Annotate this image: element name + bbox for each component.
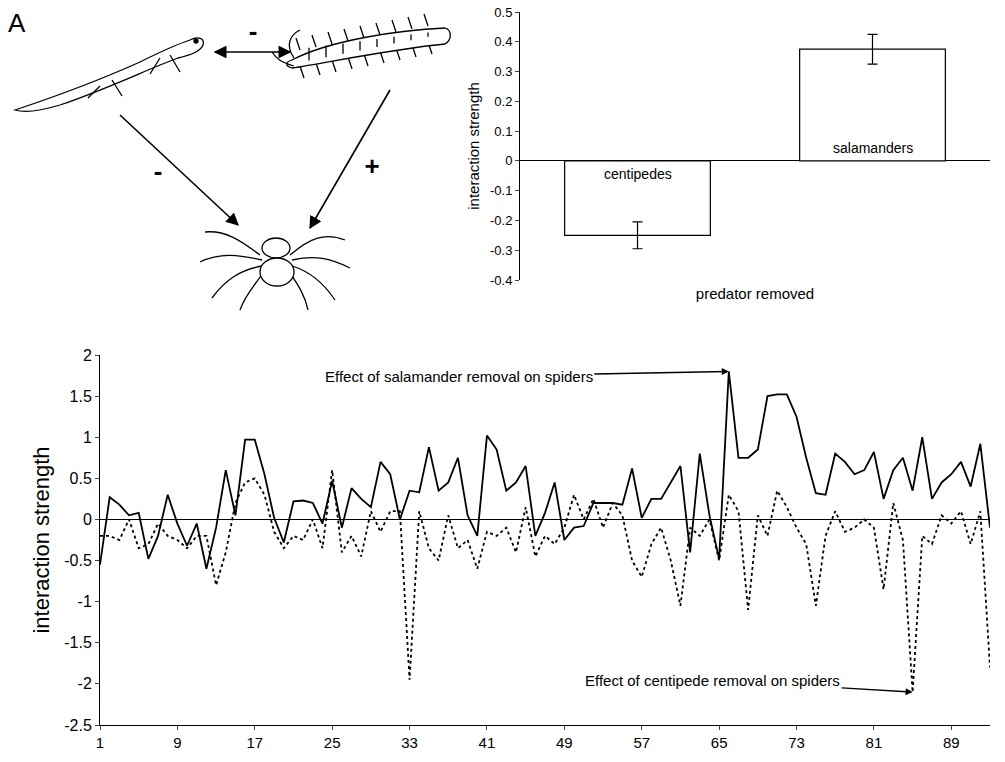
svg-text:interaction strength: interaction strength <box>29 446 54 633</box>
svg-text:-1.5: -1.5 <box>64 634 92 651</box>
svg-text:0: 0 <box>505 153 512 168</box>
svg-text:0.1: 0.1 <box>494 124 512 139</box>
svg-text:-: - <box>154 156 163 186</box>
svg-text:1.5: 1.5 <box>70 388 92 405</box>
svg-text:-0.2: -0.2 <box>490 213 512 228</box>
svg-text:-2: -2 <box>78 675 92 692</box>
svg-text:-0.3: -0.3 <box>490 243 512 258</box>
svg-text:1: 1 <box>83 429 92 446</box>
svg-text:0.5: 0.5 <box>70 470 92 487</box>
svg-text:17: 17 <box>246 734 263 751</box>
svg-text:89: 89 <box>943 734 960 751</box>
svg-text:-0.1: -0.1 <box>490 183 512 198</box>
svg-text:interaction strength: interaction strength <box>465 82 482 210</box>
svg-text:-1: -1 <box>78 593 92 610</box>
svg-text:0.5: 0.5 <box>494 5 512 20</box>
svg-text:1: 1 <box>96 734 104 751</box>
svg-text:41: 41 <box>479 734 496 751</box>
svg-text:25: 25 <box>324 734 341 751</box>
svg-text:-0.5: -0.5 <box>64 552 92 569</box>
svg-text:-2.5: -2.5 <box>64 717 92 734</box>
svg-text:salamanders: salamanders <box>833 140 913 156</box>
svg-text:9: 9 <box>173 734 181 751</box>
svg-text:2: 2 <box>83 347 92 364</box>
svg-text:-0.4: -0.4 <box>490 273 512 288</box>
svg-text:49: 49 <box>556 734 573 751</box>
svg-text:-: - <box>249 16 258 46</box>
svg-text:predator removed: predator removed <box>696 285 814 302</box>
svg-text:centipedes: centipedes <box>604 166 672 182</box>
svg-text:57: 57 <box>633 734 650 751</box>
svg-text:+: + <box>364 151 379 181</box>
svg-text:33: 33 <box>401 734 418 751</box>
svg-text:A: A <box>8 8 26 38</box>
svg-text:73: 73 <box>788 734 805 751</box>
svg-text:81: 81 <box>866 734 883 751</box>
svg-text:Effect of centipede removal on: Effect of centipede removal on spiders <box>585 672 840 689</box>
svg-text:0.3: 0.3 <box>494 64 512 79</box>
svg-text:65: 65 <box>711 734 728 751</box>
svg-text:0: 0 <box>83 511 92 528</box>
svg-text:0.4: 0.4 <box>494 34 512 49</box>
svg-text:0.2: 0.2 <box>494 94 512 109</box>
svg-text:Effect of salamander removal o: Effect of salamander removal on spiders <box>325 368 593 385</box>
